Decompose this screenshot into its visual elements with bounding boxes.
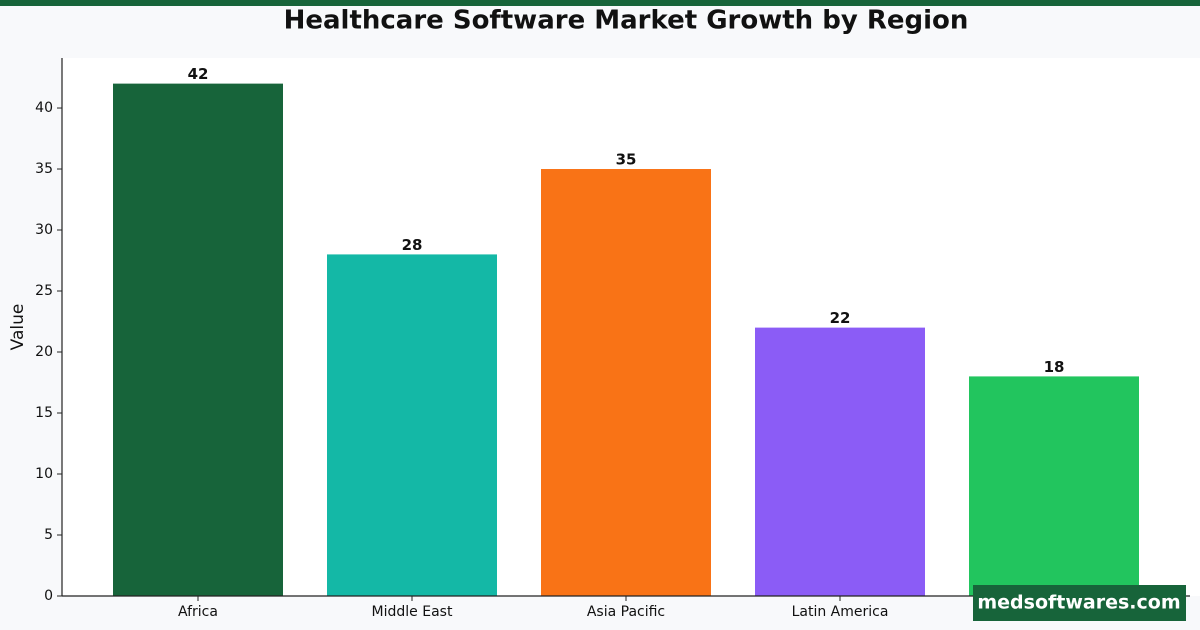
y-tick-label: 40 xyxy=(35,100,53,116)
y-tick-label: 25 xyxy=(35,283,53,299)
y-tick-label: 5 xyxy=(44,527,53,543)
y-tick-label: 30 xyxy=(35,222,53,238)
x-tick-label: Africa xyxy=(178,604,218,620)
watermark: medsoftwares.com xyxy=(977,592,1180,614)
value-label: 22 xyxy=(830,309,851,327)
y-tick-label: 0 xyxy=(44,588,53,604)
y-tick-label: 10 xyxy=(35,466,53,482)
marks: 0 5 10 15 20 25 30 35 40 Africa 42 Middle East 28 Asi… xyxy=(35,65,1139,620)
bar xyxy=(755,327,925,596)
bar xyxy=(113,83,283,597)
bar xyxy=(327,254,497,596)
y-tick-label: 20 xyxy=(35,344,53,360)
x-tick-label: Latin America xyxy=(792,604,889,620)
value-label: 42 xyxy=(188,65,209,83)
y-axis-label: Value xyxy=(8,304,28,351)
x-tick-label: Asia Pacific xyxy=(587,604,665,620)
y-tick-label: 35 xyxy=(35,161,53,177)
value-label: 18 xyxy=(1044,358,1065,376)
value-label: 35 xyxy=(616,151,637,169)
top-stripe xyxy=(0,0,1200,6)
watermark-box xyxy=(973,585,1186,621)
value-label: 28 xyxy=(402,236,423,254)
y-tick-label: 15 xyxy=(35,405,53,421)
x-tick-label: Middle East xyxy=(372,604,453,620)
chart-title: Healthcare Software Market Growth by Reg… xyxy=(284,6,969,36)
bar xyxy=(541,169,711,596)
bar xyxy=(969,376,1139,596)
